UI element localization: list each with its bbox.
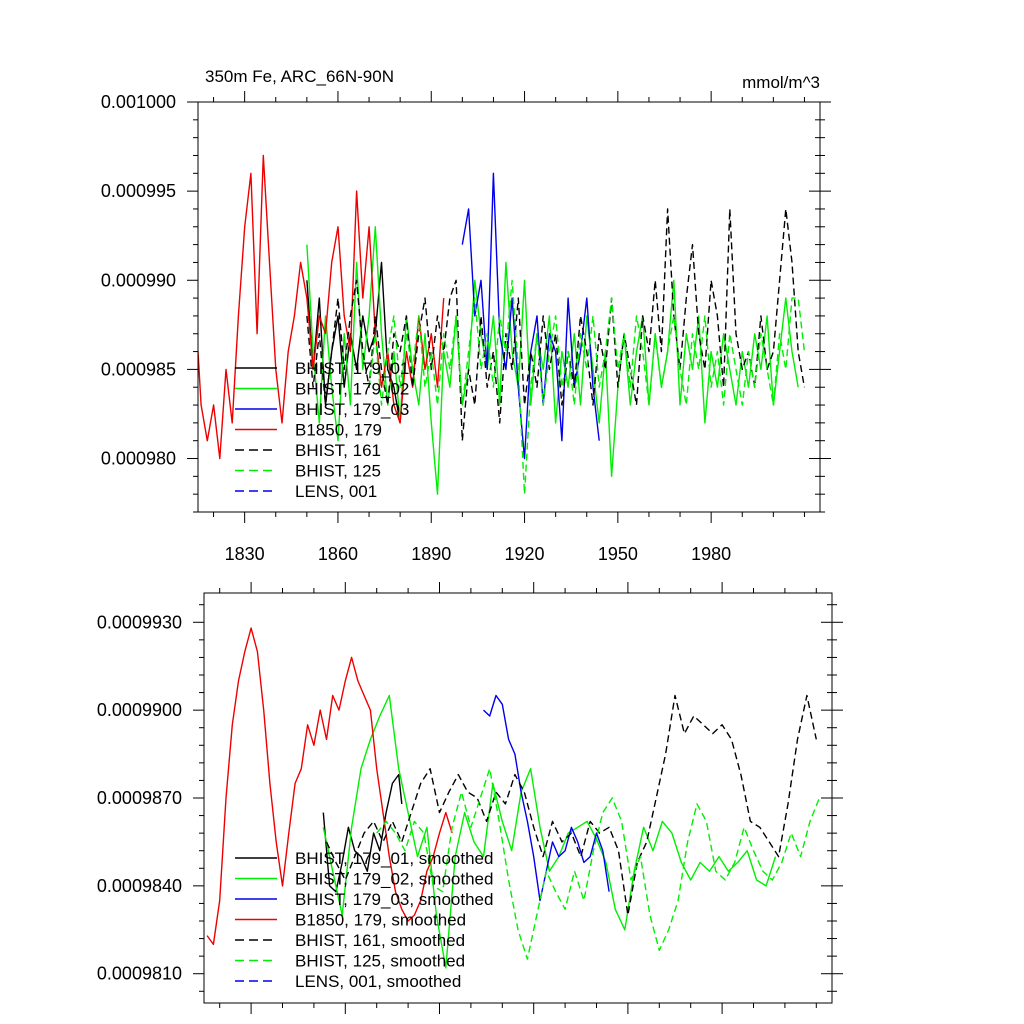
series-line-bhist-179-02 — [306, 226, 799, 495]
legend-label: BHIST, 161, smoothed — [295, 931, 465, 950]
x-tick-label: 1860 — [318, 544, 358, 564]
legend-label: BHIST, 179_01, smoothed — [295, 849, 493, 868]
series-line-bhist-125 — [368, 279, 806, 495]
series-line-bhist-161-smoothed — [325, 694, 817, 916]
series-line-bhist-161 — [306, 208, 806, 442]
series-line-bhist-179-02-smoothed — [322, 694, 777, 969]
y-tick-label: 0.000980 — [101, 449, 176, 469]
x-tick-label: 1890 — [411, 544, 451, 564]
legend-label: BHIST, 125 — [295, 462, 381, 481]
top-panel-title: 350m Fe, ARC_66N-90N — [205, 67, 394, 86]
legend-label: LENS, 001 — [295, 482, 377, 501]
x-tick-label: 1980 — [691, 544, 731, 564]
series-line-bhist-125-smoothed — [376, 768, 821, 960]
series-line-b1850-179-smoothed — [206, 627, 453, 946]
legend-label: BHIST, 179_02, smoothed — [295, 870, 493, 889]
series-line-bhist-179-03 — [461, 172, 600, 460]
y-tick-label: 0.0009870 — [97, 788, 182, 808]
legend-label: BHIST, 179_03, smoothed — [295, 890, 493, 909]
series-line-bhist-179-01-smoothed — [322, 773, 403, 893]
series-line-bhist-179-01 — [306, 261, 401, 424]
bottom-panel: 0.0009810 0.0009840 0.0009870 0.0009900 0.00… — [97, 582, 843, 1014]
legend-label: BHIST, 179_03 — [295, 400, 409, 419]
legend: BHIST, 179_01, smoothed BHIST, 179_02, sm… — [235, 849, 493, 991]
y-tick-label: 0.000995 — [101, 181, 176, 201]
x-tick-label: 1950 — [598, 544, 638, 564]
legend-label: B1850, 179, smoothed — [295, 911, 466, 930]
y-tick-label: 0.0009810 — [97, 964, 182, 984]
plot-area-1 — [206, 627, 821, 969]
y-tick-label: 0.001000 — [101, 92, 176, 112]
legend-label: LENS, 001, smoothed — [295, 972, 461, 991]
y-tick-label: 0.0009840 — [97, 876, 182, 896]
y-tick-label: 0.000985 — [101, 359, 176, 379]
legend-label: BHIST, 179_02 — [295, 380, 409, 399]
x-tick-label: 1830 — [225, 544, 265, 564]
legend-label: B1850, 179 — [295, 421, 382, 440]
series-line-b1850-179 — [198, 154, 445, 460]
plot-area-0 — [198, 154, 806, 495]
legend-label: BHIST, 179_01 — [295, 359, 409, 378]
y-tick-label: 0.0009900 — [97, 700, 182, 720]
top-panel-units: mmol/m^3 — [742, 73, 820, 92]
y-tick-label: 0.0009930 — [97, 612, 182, 632]
x-tick-label: 1920 — [505, 544, 545, 564]
legend-label: BHIST, 125, smoothed — [295, 952, 465, 971]
top-panel: 350m Fe, ARC_66N-90N mmol/m^3 1830 1860 18… — [101, 67, 831, 564]
y-tick-label: 0.000990 — [101, 270, 176, 290]
plot-frame — [197, 101, 821, 513]
legend-label: BHIST, 161 — [295, 441, 381, 460]
